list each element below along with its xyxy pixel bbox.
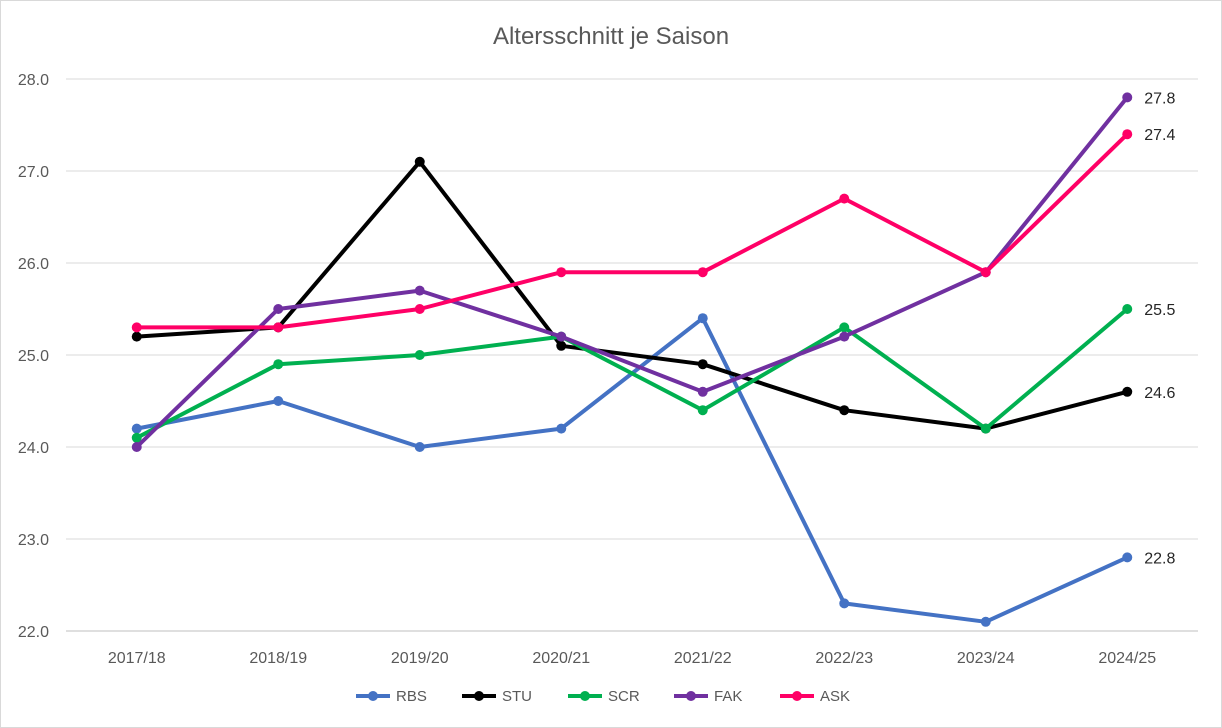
series-line-stu <box>134 159 1130 431</box>
chart-title: Altersschnitt je Saison <box>492 23 730 50</box>
data-point-stu <box>414 156 425 167</box>
legend-label-ask: ASK <box>820 688 850 705</box>
x-tick-label: 2018/19 <box>249 650 307 667</box>
y-tick-label: 24.0 <box>18 440 49 457</box>
data-point-ask <box>839 193 850 204</box>
x-tick-label: 2017/18 <box>108 650 166 667</box>
data-point-rbs <box>697 313 708 324</box>
x-tick-label: 2020/21 <box>532 650 590 667</box>
y-tick-label: 27.0 <box>18 164 49 181</box>
data-point-rbs <box>414 442 425 452</box>
y-tick-label: 28.0 <box>18 72 49 89</box>
data-point-scr <box>839 322 850 333</box>
legend-label-rbs: RBS <box>396 688 427 705</box>
data-point-fak <box>131 442 142 452</box>
data-point-stu <box>839 405 850 416</box>
data-point-scr <box>131 432 142 443</box>
data-label-rbs: 22.8 <box>1144 550 1175 567</box>
legend-marker-ask <box>792 691 802 701</box>
legend-label-scr: SCR <box>608 688 640 705</box>
legend-marker-stu <box>474 691 484 701</box>
data-point-rbs <box>273 396 284 406</box>
data-point-rbs <box>839 598 850 609</box>
data-point-ask <box>1122 129 1133 140</box>
data-label-ask: 27.4 <box>1144 127 1175 144</box>
data-point-fak <box>273 304 284 314</box>
data-point-ask <box>697 267 708 278</box>
legend-marker-fak <box>686 691 696 701</box>
series-line-ask <box>134 132 1130 330</box>
data-point-ask <box>556 267 567 278</box>
x-tick-label: 2019/20 <box>391 650 449 667</box>
x-tick-label: 2023/24 <box>957 650 1015 667</box>
data-point-rbs <box>1122 552 1133 563</box>
data-point-fak <box>839 331 850 342</box>
data-point-ask <box>414 304 425 314</box>
data-point-stu <box>556 340 567 351</box>
legend-marker-scr <box>580 691 590 701</box>
data-point-ask <box>273 322 284 333</box>
data-label-fak: 27.8 <box>1144 90 1175 107</box>
x-tick-label: 2021/22 <box>674 650 732 667</box>
data-point-stu <box>131 331 142 342</box>
data-label-scr: 25.5 <box>1144 302 1175 319</box>
data-point-scr <box>697 405 708 416</box>
series-line-scr <box>134 307 1130 440</box>
y-tick-label: 23.0 <box>18 532 49 549</box>
data-point-rbs <box>556 423 567 434</box>
legend-marker-rbs <box>368 691 378 701</box>
data-point-scr <box>1122 304 1133 314</box>
data-point-rbs <box>980 616 991 627</box>
legend-label-stu: STU <box>502 688 532 705</box>
legend-label-fak: FAK <box>714 688 742 705</box>
data-point-fak <box>697 386 708 397</box>
data-point-fak <box>414 285 425 296</box>
data-point-scr <box>273 359 284 370</box>
y-tick-label: 25.0 <box>18 348 49 365</box>
data-point-fak <box>556 331 567 342</box>
x-tick-label: 2022/23 <box>815 650 873 667</box>
data-point-stu <box>697 359 708 370</box>
data-point-scr <box>414 350 425 360</box>
data-point-ask <box>980 267 991 278</box>
y-tick-label: 22.0 <box>18 624 49 641</box>
data-point-scr <box>980 423 991 434</box>
data-label-stu: 24.6 <box>1144 385 1175 402</box>
y-tick-label: 26.0 <box>18 256 49 273</box>
x-tick-label: 2024/25 <box>1098 650 1156 667</box>
data-point-stu <box>1122 386 1133 397</box>
data-point-fak <box>1122 92 1133 103</box>
series-line-fak <box>134 95 1130 449</box>
data-point-ask <box>131 322 142 333</box>
data-point-rbs <box>131 423 142 434</box>
